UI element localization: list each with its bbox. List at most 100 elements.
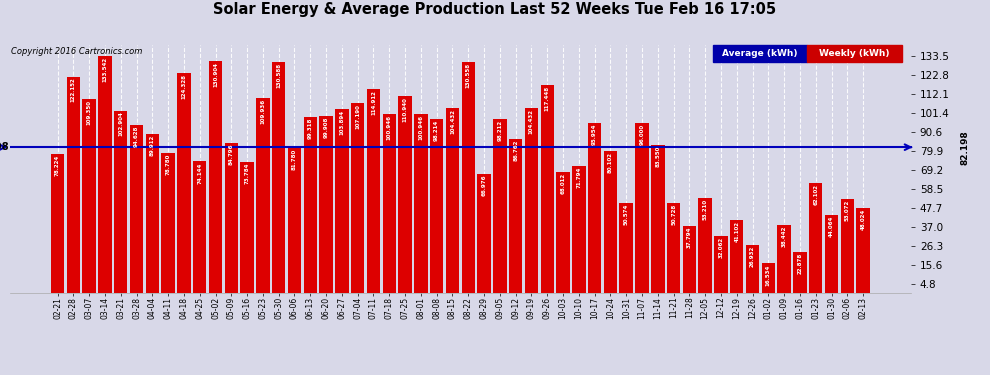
Text: 62.102: 62.102 <box>813 184 819 205</box>
Text: 81.780: 81.780 <box>292 149 297 170</box>
Text: 73.784: 73.784 <box>245 163 249 184</box>
Text: 89.912: 89.912 <box>149 134 154 156</box>
Text: 104.432: 104.432 <box>529 109 534 134</box>
Bar <box>446 108 459 292</box>
Text: 109.936: 109.936 <box>260 99 265 124</box>
Bar <box>130 125 144 292</box>
Text: 86.762: 86.762 <box>513 140 518 161</box>
Text: 114.912: 114.912 <box>371 90 376 115</box>
Text: 100.946: 100.946 <box>419 115 424 140</box>
Bar <box>493 119 507 292</box>
Text: 99.318: 99.318 <box>308 118 313 139</box>
Text: 16.534: 16.534 <box>766 264 771 285</box>
Bar <box>477 174 491 292</box>
Bar <box>620 203 633 292</box>
Bar <box>430 119 444 292</box>
Bar <box>572 166 585 292</box>
Text: 130.588: 130.588 <box>276 63 281 88</box>
Text: 104.432: 104.432 <box>449 109 455 134</box>
Text: 100.946: 100.946 <box>387 115 392 140</box>
Bar <box>50 154 64 292</box>
Text: Copyright 2016 Cartronics.com: Copyright 2016 Cartronics.com <box>11 48 143 57</box>
Bar <box>146 134 159 292</box>
Bar <box>461 62 475 292</box>
Text: 80.102: 80.102 <box>608 152 613 173</box>
Text: 26.932: 26.932 <box>750 246 755 267</box>
Bar <box>304 117 317 292</box>
Text: 44.064: 44.064 <box>829 216 834 237</box>
Bar <box>66 76 80 292</box>
Text: 130.904: 130.904 <box>213 62 218 87</box>
Text: 122.152: 122.152 <box>71 77 76 102</box>
Bar <box>336 109 348 292</box>
Text: 78.224: 78.224 <box>55 155 60 176</box>
Bar <box>556 172 569 292</box>
Bar <box>714 236 728 292</box>
Text: 103.894: 103.894 <box>340 110 345 135</box>
Text: 95.954: 95.954 <box>592 124 597 145</box>
Text: 96.000: 96.000 <box>640 124 644 145</box>
Bar <box>699 198 712 292</box>
Bar <box>745 245 759 292</box>
Text: 98.212: 98.212 <box>497 120 502 141</box>
Text: 53.210: 53.210 <box>703 200 708 220</box>
Text: 117.448: 117.448 <box>544 86 549 111</box>
Bar <box>667 203 680 292</box>
Bar <box>651 145 664 292</box>
Bar <box>193 161 207 292</box>
Bar <box>241 162 253 292</box>
Text: 110.940: 110.940 <box>403 97 408 122</box>
Text: 130.558: 130.558 <box>465 63 471 88</box>
Text: 94.628: 94.628 <box>134 126 139 147</box>
Bar <box>604 151 617 292</box>
Text: 98.214: 98.214 <box>435 120 440 141</box>
Bar <box>777 225 791 292</box>
Bar <box>525 108 539 292</box>
Text: 37.794: 37.794 <box>687 226 692 248</box>
Text: ▶ 82.198: ▶ 82.198 <box>0 142 9 152</box>
Bar <box>288 148 301 292</box>
Bar <box>272 62 285 292</box>
Bar <box>825 214 839 292</box>
Text: 83.550: 83.550 <box>655 146 660 167</box>
Text: 82.198: 82.198 <box>960 130 969 165</box>
Bar <box>114 111 128 292</box>
Text: 99.908: 99.908 <box>324 117 329 138</box>
Text: Average (kWh): Average (kWh) <box>722 49 798 58</box>
Text: 71.794: 71.794 <box>576 166 581 188</box>
Bar <box>177 73 191 292</box>
Bar <box>809 183 823 292</box>
Text: Weekly (kWh): Weekly (kWh) <box>820 49 890 58</box>
Bar <box>209 61 222 292</box>
Bar <box>98 56 112 292</box>
Text: 109.350: 109.350 <box>87 100 92 125</box>
Bar <box>366 89 380 292</box>
Bar <box>588 123 601 292</box>
Bar <box>636 123 648 292</box>
Bar <box>414 114 428 292</box>
Bar <box>793 252 807 292</box>
Bar <box>730 220 743 292</box>
Bar <box>713 45 807 62</box>
Bar <box>541 85 554 292</box>
Bar <box>509 139 523 292</box>
Text: 133.542: 133.542 <box>102 57 108 82</box>
Bar <box>225 142 238 292</box>
Bar <box>382 114 396 292</box>
Text: 124.328: 124.328 <box>181 74 186 99</box>
Text: 84.796: 84.796 <box>229 144 234 165</box>
Bar <box>841 199 854 292</box>
Bar <box>761 263 775 292</box>
Text: 41.102: 41.102 <box>735 221 740 242</box>
Text: 50.728: 50.728 <box>671 204 676 225</box>
Bar <box>807 45 902 62</box>
Text: 32.062: 32.062 <box>719 237 724 258</box>
Text: 78.780: 78.780 <box>165 154 170 176</box>
Bar <box>683 226 696 292</box>
Bar <box>256 98 269 292</box>
Text: 48.024: 48.024 <box>860 209 865 230</box>
Bar <box>398 96 412 292</box>
Text: 74.144: 74.144 <box>197 162 202 184</box>
Text: 68.012: 68.012 <box>560 173 565 194</box>
Text: 107.190: 107.190 <box>355 104 360 129</box>
